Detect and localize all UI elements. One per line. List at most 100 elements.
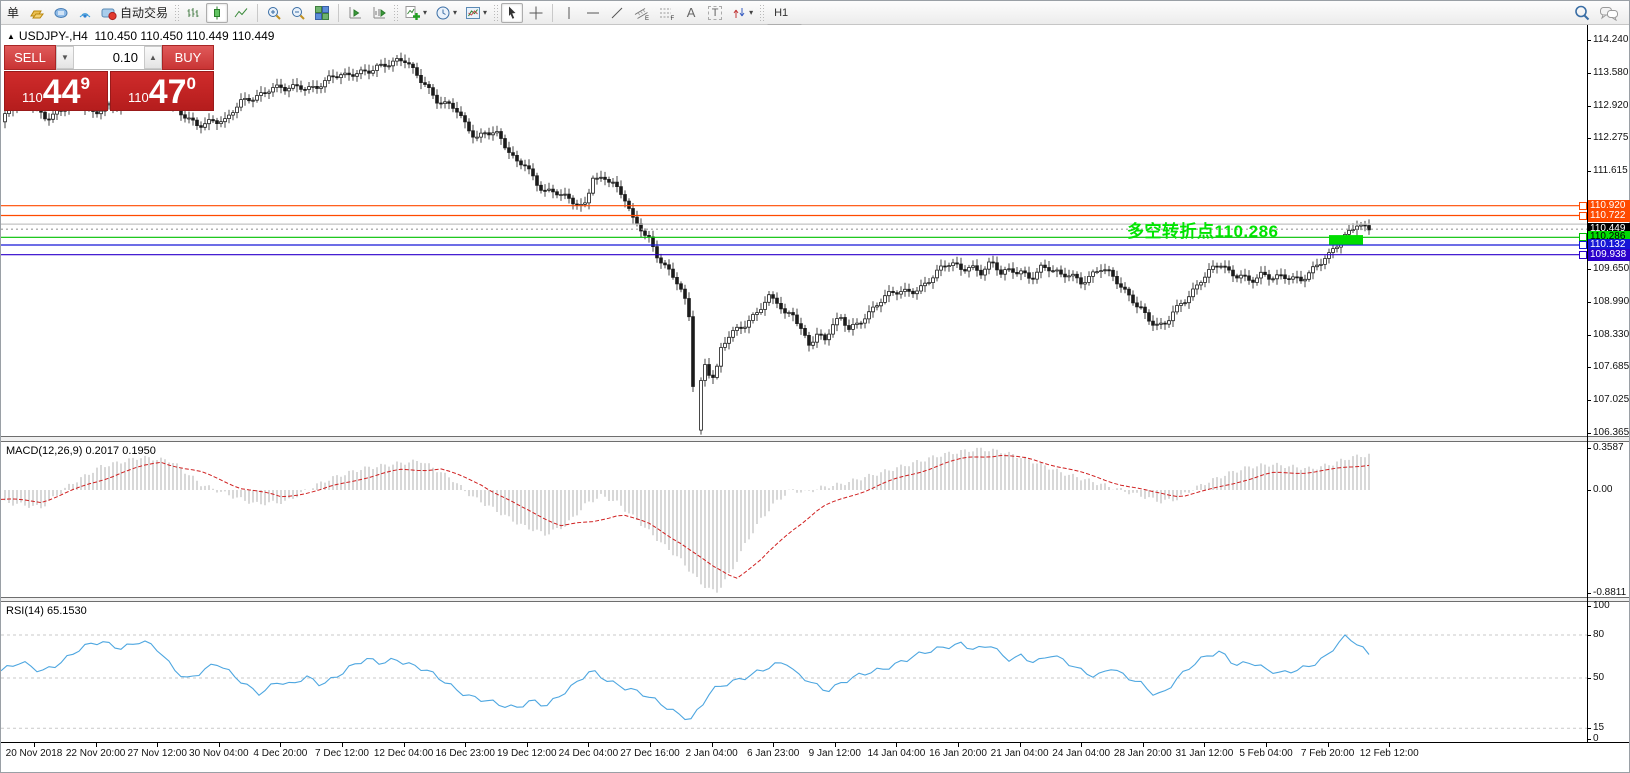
market-watch-icon[interactable] — [26, 3, 48, 23]
price-tick-label: 111.615 — [1593, 164, 1628, 176]
template-button[interactable]: ▾ — [462, 3, 490, 23]
level-price-label: 110.722 — [1588, 209, 1630, 222]
text-button[interactable]: A — [680, 3, 702, 23]
trendline-button[interactable] — [606, 3, 628, 23]
price-tick-mark — [1587, 170, 1591, 172]
time-axis-label: 7 Feb 20:00 — [1300, 748, 1355, 759]
time-axis-label: 16 Dec 23:00 — [435, 748, 495, 759]
macd-tick-label: 0.3587 — [1593, 442, 1624, 454]
crosshair-button[interactable] — [525, 3, 547, 23]
time-axis-label: 31 Jan 12:00 — [1175, 748, 1234, 759]
sell-price-sup: 9 — [80, 74, 91, 93]
data-window-icon[interactable] — [50, 3, 72, 23]
cursor-button[interactable] — [501, 2, 524, 23]
level-price-label: 110.132 — [1588, 238, 1630, 251]
vertical-line-button[interactable] — [558, 3, 580, 23]
candlestick-chart-button[interactable] — [206, 2, 229, 23]
time-axis-label: 24 Dec 04:00 — [558, 748, 619, 759]
time-axis-label: 12 Feb 12:00 — [1359, 748, 1419, 759]
price-tick-label: 114.240 — [1593, 34, 1629, 45]
toolbar-grip[interactable] — [759, 3, 765, 22]
chat-icon[interactable] — [1596, 3, 1622, 23]
price-axis-line[interactable] — [1587, 25, 1588, 742]
search-icon[interactable] — [1570, 3, 1594, 23]
toolbar-separator — [257, 3, 259, 22]
time-tick-mark — [588, 743, 590, 747]
auto-scroll-button[interactable] — [368, 3, 390, 23]
buy-price-main: 47 — [148, 73, 187, 112]
rsi-tick-label: 15 — [1593, 722, 1605, 734]
signal-icon[interactable] — [74, 3, 96, 23]
chart-canvas[interactable] — [1, 25, 1629, 772]
dropdown-caret-icon: ▾ — [423, 8, 428, 17]
rsi-tick-label: 0 — [1593, 733, 1599, 744]
price-tick-mark — [1587, 105, 1591, 107]
horizontal-line-button[interactable] — [582, 3, 604, 23]
toolbar-grip[interactable] — [493, 3, 499, 22]
time-axis-label: 19 Dec 12:00 — [497, 748, 557, 759]
toolbar-separator — [552, 3, 554, 22]
collapse-triangle-icon[interactable]: ▲ — [7, 32, 15, 41]
new-order-button[interactable]: 单 — [2, 3, 24, 23]
rsi-label: RSI(14) 65.1530 — [6, 605, 87, 617]
price-tick-mark — [1587, 367, 1591, 369]
rsi-tick-mark — [1587, 635, 1591, 636]
sell-button[interactable]: SELL — [4, 45, 56, 70]
sell-price-panel[interactable]: 110 44 9 — [4, 71, 108, 111]
price-tick-mark — [1587, 269, 1591, 271]
fibonacci-button[interactable]: F — [655, 3, 678, 23]
dropdown-caret-icon: ▾ — [749, 8, 754, 17]
price-tick-label: 109.650 — [1593, 263, 1630, 275]
buy-button[interactable]: BUY — [162, 45, 214, 70]
pane-divider[interactable] — [1, 436, 1629, 442]
new-order-label: 单 — [6, 6, 19, 20]
volume-down-button[interactable]: ▼ — [56, 46, 74, 69]
sell-price-prefix: 110 — [21, 90, 43, 105]
time-tick-mark — [1081, 743, 1083, 747]
timeframe-button-h1[interactable]: H1 — [774, 6, 789, 19]
chart-shift-button[interactable] — [344, 3, 366, 23]
chart-annotation-text: 多空转折点110.286 — [1127, 222, 1279, 241]
time-axis-label: 27 Dec 16:00 — [620, 748, 680, 759]
time-axis-label: 24 Jan 04:00 — [1052, 748, 1111, 759]
chart-ohlc-values: 110.450 110.450 110.449 110.449 — [94, 29, 275, 43]
auto-trading-button[interactable]: 自动交易 — [98, 3, 171, 23]
price-tick-mark — [1587, 301, 1591, 303]
new-chart-button[interactable]: ▾ — [401, 3, 430, 23]
time-tick-mark — [958, 743, 959, 747]
time-axis-label: 9 Jan 12:00 — [808, 748, 861, 759]
price-tick-mark — [1587, 40, 1591, 41]
macd-label: MACD(12,26,9) 0.2017 0.1950 — [6, 445, 156, 457]
toolbar-grip[interactable] — [393, 3, 399, 22]
toolbar-separator — [338, 3, 340, 22]
buy-price-panel[interactable]: 110 47 0 — [110, 71, 214, 111]
bar-chart-button[interactable] — [182, 3, 204, 23]
zoom-in-button[interactable] — [263, 3, 285, 23]
line-chart-button[interactable] — [230, 3, 252, 23]
arrows-button[interactable]: ▾ — [728, 3, 756, 23]
level-marker — [1579, 233, 1587, 242]
time-axis-label: 16 Jan 20:00 — [929, 748, 987, 759]
price-tick-mark — [1587, 138, 1591, 140]
pane-divider[interactable] — [1, 597, 1629, 602]
time-axis-label: 30 Nov 04:00 — [189, 748, 249, 759]
chart-title: ▲ USDJPY-,H4 110.450 110.450 110.449 110.… — [7, 29, 274, 43]
equidistant-channel-button[interactable]: E — [630, 3, 653, 23]
toolbar-grip[interactable] — [174, 3, 180, 22]
volume-up-button[interactable]: ▲ — [144, 46, 162, 69]
time-tick-mark — [95, 743, 97, 747]
text-label-button[interactable]: T — [704, 3, 726, 23]
level-price-label: 110.920 — [1588, 199, 1630, 212]
chart-period-button[interactable]: ▾ — [432, 3, 460, 23]
zoom-out-button[interactable] — [287, 3, 309, 23]
rsi-tick-mark — [1587, 739, 1591, 740]
svg-text:F: F — [671, 16, 675, 21]
dropdown-caret-icon: ▾ — [483, 8, 488, 17]
time-axis-line[interactable] — [1, 742, 1629, 743]
volume-input[interactable] — [74, 46, 144, 69]
time-tick-mark — [157, 743, 159, 747]
time-axis-label: 28 Jan 20:00 — [1113, 748, 1172, 759]
chart-region[interactable]: ▲ USDJPY-,H4 110.450 110.450 110.449 110.… — [1, 25, 1630, 772]
tile-windows-button[interactable] — [311, 3, 333, 23]
